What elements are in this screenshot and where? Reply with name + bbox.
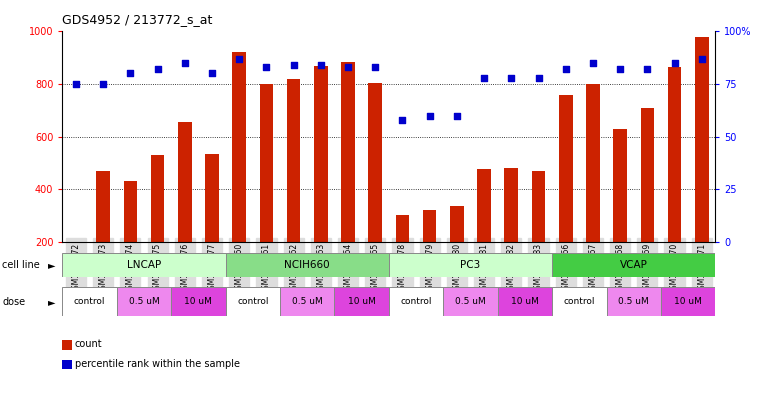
Point bbox=[233, 56, 245, 62]
Bar bbox=[334, 287, 389, 316]
Bar bbox=[695, 37, 708, 242]
Bar bbox=[641, 108, 654, 242]
Bar bbox=[123, 181, 137, 242]
Point bbox=[696, 56, 708, 62]
Text: 10 uM: 10 uM bbox=[184, 297, 212, 306]
Bar bbox=[661, 287, 715, 316]
Text: control: control bbox=[237, 297, 269, 306]
Bar bbox=[607, 287, 661, 316]
Bar bbox=[559, 94, 572, 242]
Text: LNCAP: LNCAP bbox=[127, 260, 161, 270]
Text: 0.5 uM: 0.5 uM bbox=[129, 297, 159, 306]
Text: dose: dose bbox=[2, 297, 25, 307]
Point bbox=[315, 62, 327, 68]
Bar bbox=[62, 287, 117, 316]
Text: count: count bbox=[75, 339, 102, 349]
Text: 10 uM: 10 uM bbox=[511, 297, 539, 306]
Bar bbox=[613, 129, 627, 242]
Bar bbox=[389, 287, 443, 316]
Text: PC3: PC3 bbox=[460, 260, 481, 270]
Point bbox=[668, 60, 680, 66]
Bar bbox=[225, 287, 280, 316]
Text: cell line: cell line bbox=[2, 260, 40, 270]
Point bbox=[70, 81, 82, 87]
Bar bbox=[178, 122, 192, 242]
Text: 0.5 uM: 0.5 uM bbox=[292, 297, 323, 306]
Point bbox=[533, 75, 545, 81]
Bar bbox=[443, 287, 498, 316]
Point bbox=[559, 66, 572, 72]
Point bbox=[179, 60, 191, 66]
Bar bbox=[232, 52, 246, 242]
Text: control: control bbox=[564, 297, 595, 306]
Bar bbox=[586, 84, 600, 242]
Point bbox=[614, 66, 626, 72]
Point bbox=[505, 75, 517, 81]
Text: control: control bbox=[74, 297, 105, 306]
Text: 10 uM: 10 uM bbox=[348, 297, 376, 306]
Bar bbox=[450, 206, 463, 242]
Bar bbox=[151, 155, 164, 242]
Bar bbox=[260, 84, 273, 242]
Bar bbox=[117, 287, 171, 316]
Text: control: control bbox=[400, 297, 431, 306]
Text: ►: ► bbox=[48, 260, 56, 270]
Point bbox=[424, 112, 436, 119]
Bar bbox=[552, 287, 607, 316]
Point bbox=[151, 66, 164, 72]
Bar bbox=[205, 154, 219, 242]
Bar bbox=[280, 287, 334, 316]
Text: 0.5 uM: 0.5 uM bbox=[619, 297, 649, 306]
Bar bbox=[498, 287, 552, 316]
Bar bbox=[505, 168, 518, 242]
Bar bbox=[389, 253, 552, 277]
Point bbox=[206, 70, 218, 77]
Bar bbox=[287, 79, 301, 242]
Bar bbox=[62, 253, 225, 277]
Point bbox=[288, 62, 300, 68]
Point bbox=[642, 66, 654, 72]
Point bbox=[369, 64, 381, 70]
Bar bbox=[368, 83, 382, 242]
Bar bbox=[341, 62, 355, 242]
Text: GDS4952 / 213772_s_at: GDS4952 / 213772_s_at bbox=[62, 13, 213, 26]
Bar bbox=[396, 215, 409, 242]
Bar bbox=[532, 171, 546, 242]
Point bbox=[260, 64, 272, 70]
Point bbox=[396, 117, 409, 123]
Bar bbox=[97, 171, 110, 242]
Bar bbox=[423, 210, 437, 242]
Point bbox=[451, 112, 463, 119]
Point bbox=[342, 64, 354, 70]
Point bbox=[587, 60, 599, 66]
Text: VCAP: VCAP bbox=[619, 260, 648, 270]
Text: 0.5 uM: 0.5 uM bbox=[455, 297, 486, 306]
Bar bbox=[171, 287, 225, 316]
Text: ►: ► bbox=[48, 297, 56, 307]
Bar bbox=[314, 66, 328, 242]
Bar bbox=[477, 169, 491, 242]
Bar bbox=[225, 253, 389, 277]
Point bbox=[97, 81, 110, 87]
Point bbox=[124, 70, 136, 77]
Bar bbox=[667, 67, 681, 242]
Text: 10 uM: 10 uM bbox=[674, 297, 702, 306]
Point bbox=[478, 75, 490, 81]
Text: percentile rank within the sample: percentile rank within the sample bbox=[75, 358, 240, 369]
Bar bbox=[552, 253, 715, 277]
Text: NCIH660: NCIH660 bbox=[285, 260, 330, 270]
